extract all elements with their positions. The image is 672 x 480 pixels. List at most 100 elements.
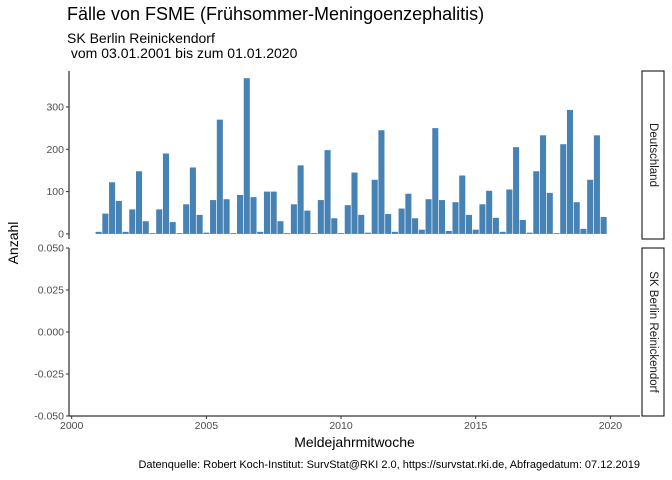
bar — [109, 182, 116, 234]
x-tick-label: 2010 — [329, 420, 353, 432]
bar — [324, 150, 331, 234]
bar — [600, 216, 607, 234]
bar — [176, 233, 183, 234]
bar — [580, 228, 587, 234]
bar — [492, 217, 499, 234]
y-axis-title: Anzahl — [5, 222, 21, 265]
bar — [587, 179, 594, 234]
bar — [149, 233, 156, 234]
y-tick-label: 0.000 — [38, 327, 64, 339]
bar — [519, 219, 526, 234]
y-tick-label: 200 — [46, 144, 64, 156]
bar — [290, 204, 297, 234]
bar — [351, 172, 358, 234]
bar — [136, 171, 143, 234]
bar — [189, 167, 196, 234]
bar — [364, 232, 371, 234]
subtitle-line-1: SK Berlin Reinickendorf — [67, 30, 215, 46]
x-tick-label: 2015 — [464, 420, 488, 432]
bar — [506, 189, 513, 234]
bar — [540, 135, 547, 234]
facet-strip-label: SK Berlin Reinickendorf — [647, 271, 659, 393]
bar — [277, 221, 284, 234]
x-tick-label: 2020 — [599, 420, 623, 432]
bar — [432, 128, 439, 234]
bar — [263, 191, 270, 234]
bar — [371, 179, 378, 234]
bar — [284, 233, 291, 234]
bar — [142, 221, 149, 234]
bar — [425, 199, 432, 234]
bar — [297, 165, 304, 234]
bar — [344, 205, 351, 234]
bar — [331, 218, 338, 234]
bar — [385, 214, 392, 234]
bar — [338, 233, 345, 234]
bar — [183, 204, 190, 234]
bar — [122, 231, 129, 234]
bar — [546, 192, 553, 234]
bar — [593, 135, 600, 234]
bar — [566, 109, 573, 234]
y-tick-label: 0.025 — [38, 285, 64, 297]
bar — [553, 233, 560, 234]
bar — [412, 218, 419, 234]
bar — [216, 119, 223, 234]
subtitle-line-2: vom 03.01.2001 bis zum 01.01.2020 — [67, 45, 298, 61]
chart-title: Fälle von FSME (Frühsommer-Meningoenzeph… — [67, 4, 485, 24]
bar — [452, 202, 459, 234]
bar — [270, 191, 277, 234]
bar — [560, 144, 567, 234]
facet-strip — [641, 247, 665, 417]
x-tick-label: 2000 — [60, 420, 84, 432]
bar — [533, 171, 540, 234]
bar — [102, 213, 109, 234]
bar — [230, 233, 237, 234]
bar — [115, 200, 122, 234]
x-tick-label: 2005 — [195, 420, 219, 432]
bar — [210, 200, 217, 234]
bar — [486, 190, 493, 234]
bar — [250, 197, 257, 234]
y-tick-label: -0.025 — [34, 369, 64, 381]
chart-subtitle: SK Berlin Reinickendorf vom 03.01.2001 b… — [67, 31, 297, 61]
bar — [257, 231, 264, 234]
bar — [439, 200, 446, 234]
y-tick-label: 0 — [58, 228, 64, 240]
bar — [169, 222, 176, 234]
bar — [459, 175, 466, 234]
bar — [445, 230, 452, 234]
bar — [129, 209, 136, 234]
bar — [526, 232, 533, 234]
bar — [95, 231, 102, 234]
bar — [418, 229, 425, 234]
bar — [465, 214, 472, 234]
y-tick-label: -0.050 — [34, 411, 64, 423]
bar — [203, 232, 210, 234]
bar — [358, 214, 365, 234]
y-tick-label: 0.050 — [38, 243, 64, 255]
bar — [304, 210, 311, 234]
bar — [499, 231, 506, 234]
bar — [237, 194, 244, 234]
bar — [405, 193, 412, 234]
bar — [479, 204, 486, 234]
y-tick-label: 100 — [46, 186, 64, 198]
bar — [317, 200, 324, 234]
bar — [223, 199, 230, 234]
bar — [472, 229, 479, 234]
bar — [513, 147, 520, 234]
bar — [573, 202, 580, 234]
bar — [378, 130, 385, 234]
facet-strip-label: Deutschland — [647, 123, 659, 187]
chart-caption: Datenquelle: Robert Koch-Institut: SurvS… — [138, 459, 640, 471]
bar — [243, 78, 250, 234]
bar — [162, 153, 169, 234]
bar — [391, 231, 398, 234]
bar — [398, 208, 405, 234]
facet-strip — [641, 70, 665, 240]
bar — [311, 233, 318, 234]
bar — [156, 209, 163, 234]
y-tick-label: 300 — [46, 101, 64, 113]
